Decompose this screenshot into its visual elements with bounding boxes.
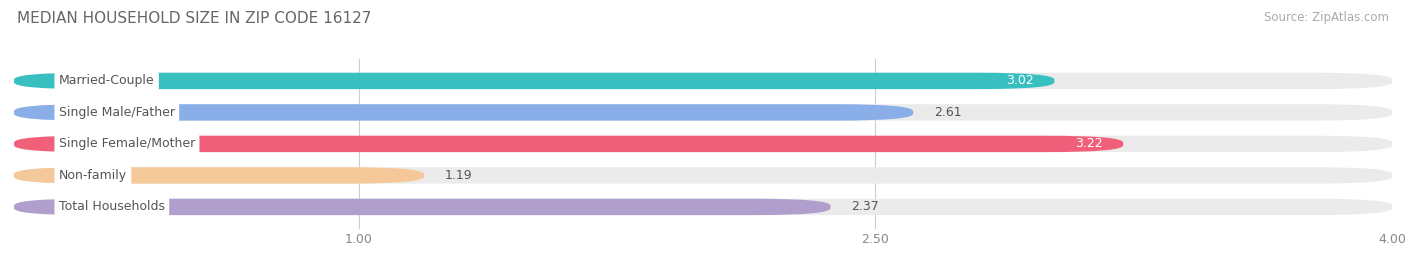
- FancyBboxPatch shape: [14, 73, 1392, 89]
- FancyBboxPatch shape: [14, 136, 1123, 152]
- FancyBboxPatch shape: [14, 167, 1392, 184]
- Text: Source: ZipAtlas.com: Source: ZipAtlas.com: [1264, 11, 1389, 24]
- FancyBboxPatch shape: [14, 73, 1054, 89]
- Text: 3.02: 3.02: [1005, 75, 1033, 87]
- FancyBboxPatch shape: [14, 104, 912, 121]
- Text: 2.61: 2.61: [934, 106, 962, 119]
- Text: 2.37: 2.37: [851, 200, 879, 213]
- FancyBboxPatch shape: [14, 199, 831, 215]
- Text: Single Female/Mother: Single Female/Mother: [59, 137, 195, 150]
- Text: MEDIAN HOUSEHOLD SIZE IN ZIP CODE 16127: MEDIAN HOUSEHOLD SIZE IN ZIP CODE 16127: [17, 11, 371, 26]
- Text: 3.22: 3.22: [1076, 137, 1102, 150]
- FancyBboxPatch shape: [14, 104, 1392, 121]
- Text: 1.19: 1.19: [444, 169, 472, 182]
- Text: Total Households: Total Households: [59, 200, 165, 213]
- Text: Single Male/Father: Single Male/Father: [59, 106, 174, 119]
- FancyBboxPatch shape: [14, 136, 1392, 152]
- Text: Non-family: Non-family: [59, 169, 127, 182]
- FancyBboxPatch shape: [14, 199, 1392, 215]
- Text: Married-Couple: Married-Couple: [59, 75, 155, 87]
- FancyBboxPatch shape: [14, 167, 425, 184]
